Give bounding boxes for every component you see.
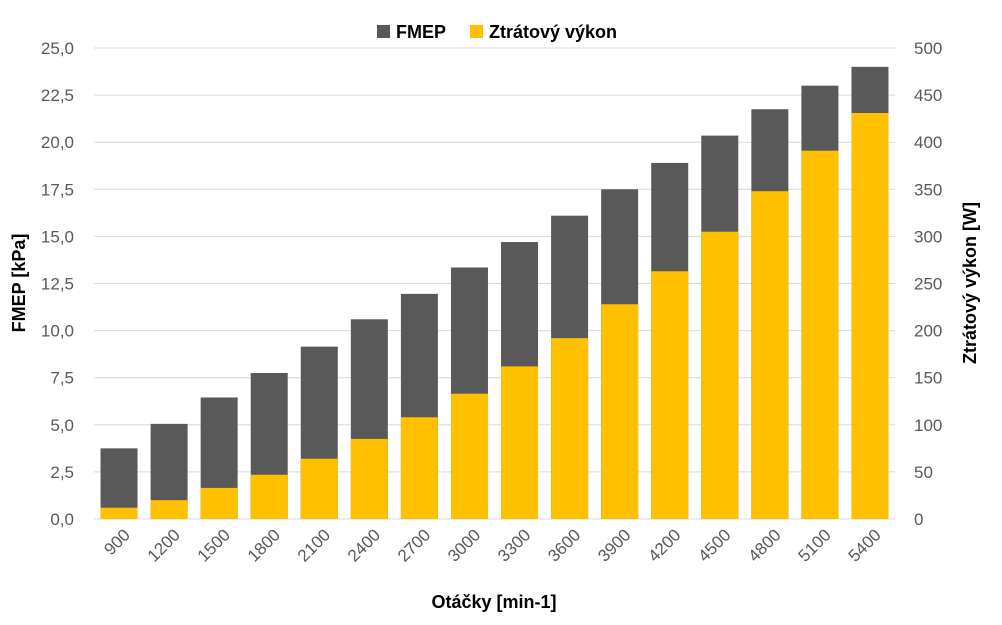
y-right-tick-label: 150	[914, 369, 942, 388]
y-tick-label: 0,0	[50, 510, 74, 529]
y-tick-label: 15,0	[41, 227, 74, 246]
bar-ztratovy-vykon-2700	[400, 417, 438, 519]
bar-ztratovy-vykon-3000	[450, 393, 488, 519]
bar-ztratovy-vykon-1500	[200, 487, 238, 519]
x-axis-ticks: 900 1200 1500 1800 2100 2400 2700 3000 3300 3600 3…	[100, 525, 884, 565]
y-tick-label: 10,0	[41, 322, 74, 341]
x-tick-label: 1200	[144, 525, 184, 565]
y-tick-label: 2,5	[50, 463, 74, 482]
bar-ztratovy-vykon-1200	[150, 500, 188, 519]
y-right-tick-label: 400	[914, 133, 942, 152]
y-tick-label: 5,0	[50, 416, 74, 435]
y-tick-label: 20,0	[41, 133, 74, 152]
bar-ztratovy-vykon-5100	[801, 150, 839, 520]
y-axis-right-title: Ztrátový výkon [W]	[960, 202, 980, 364]
y-right-tick-label: 250	[914, 275, 942, 294]
x-tick-label: 5100	[795, 525, 835, 565]
y-right-tick-label: 300	[914, 227, 942, 246]
y-right-tick-label: 100	[914, 416, 942, 435]
legend: FMEP Ztrátový výkon	[377, 22, 617, 42]
bar-ztratovy-vykon-1800	[250, 474, 288, 519]
bar-ztratovy-vykon-3900	[601, 304, 639, 519]
x-tick-label: 1800	[244, 525, 284, 565]
x-tick-label: 3300	[494, 525, 534, 565]
bar-ztratovy-vykon-4500	[701, 231, 739, 519]
y-right-tick-label: 500	[914, 39, 942, 58]
bar-ztratovy-vykon-4800	[751, 191, 789, 519]
x-tick-label: 2700	[394, 525, 434, 565]
y-right-tick-label: 0	[914, 510, 923, 529]
legend-label-1: Ztrátový výkon	[489, 22, 617, 42]
x-tick-label: 4800	[744, 525, 784, 565]
bar-ztratovy-vykon-900	[100, 507, 138, 519]
x-tick-label: 3900	[594, 525, 634, 565]
y-right-tick-label: 200	[914, 322, 942, 341]
x-axis-title: Otáčky [min-1]	[431, 592, 556, 612]
bars	[100, 66, 889, 520]
x-tick-label: 3600	[544, 525, 584, 565]
bar-ztratovy-vykon-3300	[501, 366, 539, 519]
right-axis-ticks: 0 50 100 150 200 250 300 350 400 450 500	[914, 39, 942, 529]
y-tick-label: 25,0	[41, 39, 74, 58]
legend-swatch-0	[377, 25, 390, 38]
x-tick-label: 1500	[194, 525, 234, 565]
y-right-tick-label: 350	[914, 180, 942, 199]
x-tick-label: 2100	[294, 525, 334, 565]
bar-ztratovy-vykon-4200	[651, 271, 689, 519]
y-tick-label: 12,5	[41, 275, 74, 294]
x-tick-label: 2400	[344, 525, 384, 565]
bar-ztratovy-vykon-2100	[300, 458, 338, 519]
y-tick-label: 7,5	[50, 369, 74, 388]
bar-ztratovy-vykon-5400	[851, 112, 889, 520]
y-right-tick-label: 50	[914, 463, 933, 482]
y-right-tick-label: 450	[914, 86, 942, 105]
legend-label-0: FMEP	[396, 22, 446, 42]
y-tick-label: 17,5	[41, 180, 74, 199]
bar-ztratovy-vykon-3600	[551, 338, 589, 519]
x-tick-label: 5400	[845, 525, 885, 565]
bar-ztratovy-vykon-2400	[350, 438, 388, 519]
x-tick-label: 900	[100, 525, 133, 558]
bar-fmep-900	[100, 448, 138, 519]
x-tick-label: 4200	[644, 525, 684, 565]
x-tick-label: 3000	[444, 525, 484, 565]
x-tick-label: 4500	[694, 525, 734, 565]
legend-swatch-1	[470, 25, 483, 38]
left-axis-ticks: 0,0 2,5 5,0 7,5 10,0 12,5 15,0 17,5 20,0 22,5 25,0	[41, 39, 74, 529]
y-axis-title: FMEP [kPa]	[9, 234, 29, 333]
y-tick-label: 22,5	[41, 86, 74, 105]
